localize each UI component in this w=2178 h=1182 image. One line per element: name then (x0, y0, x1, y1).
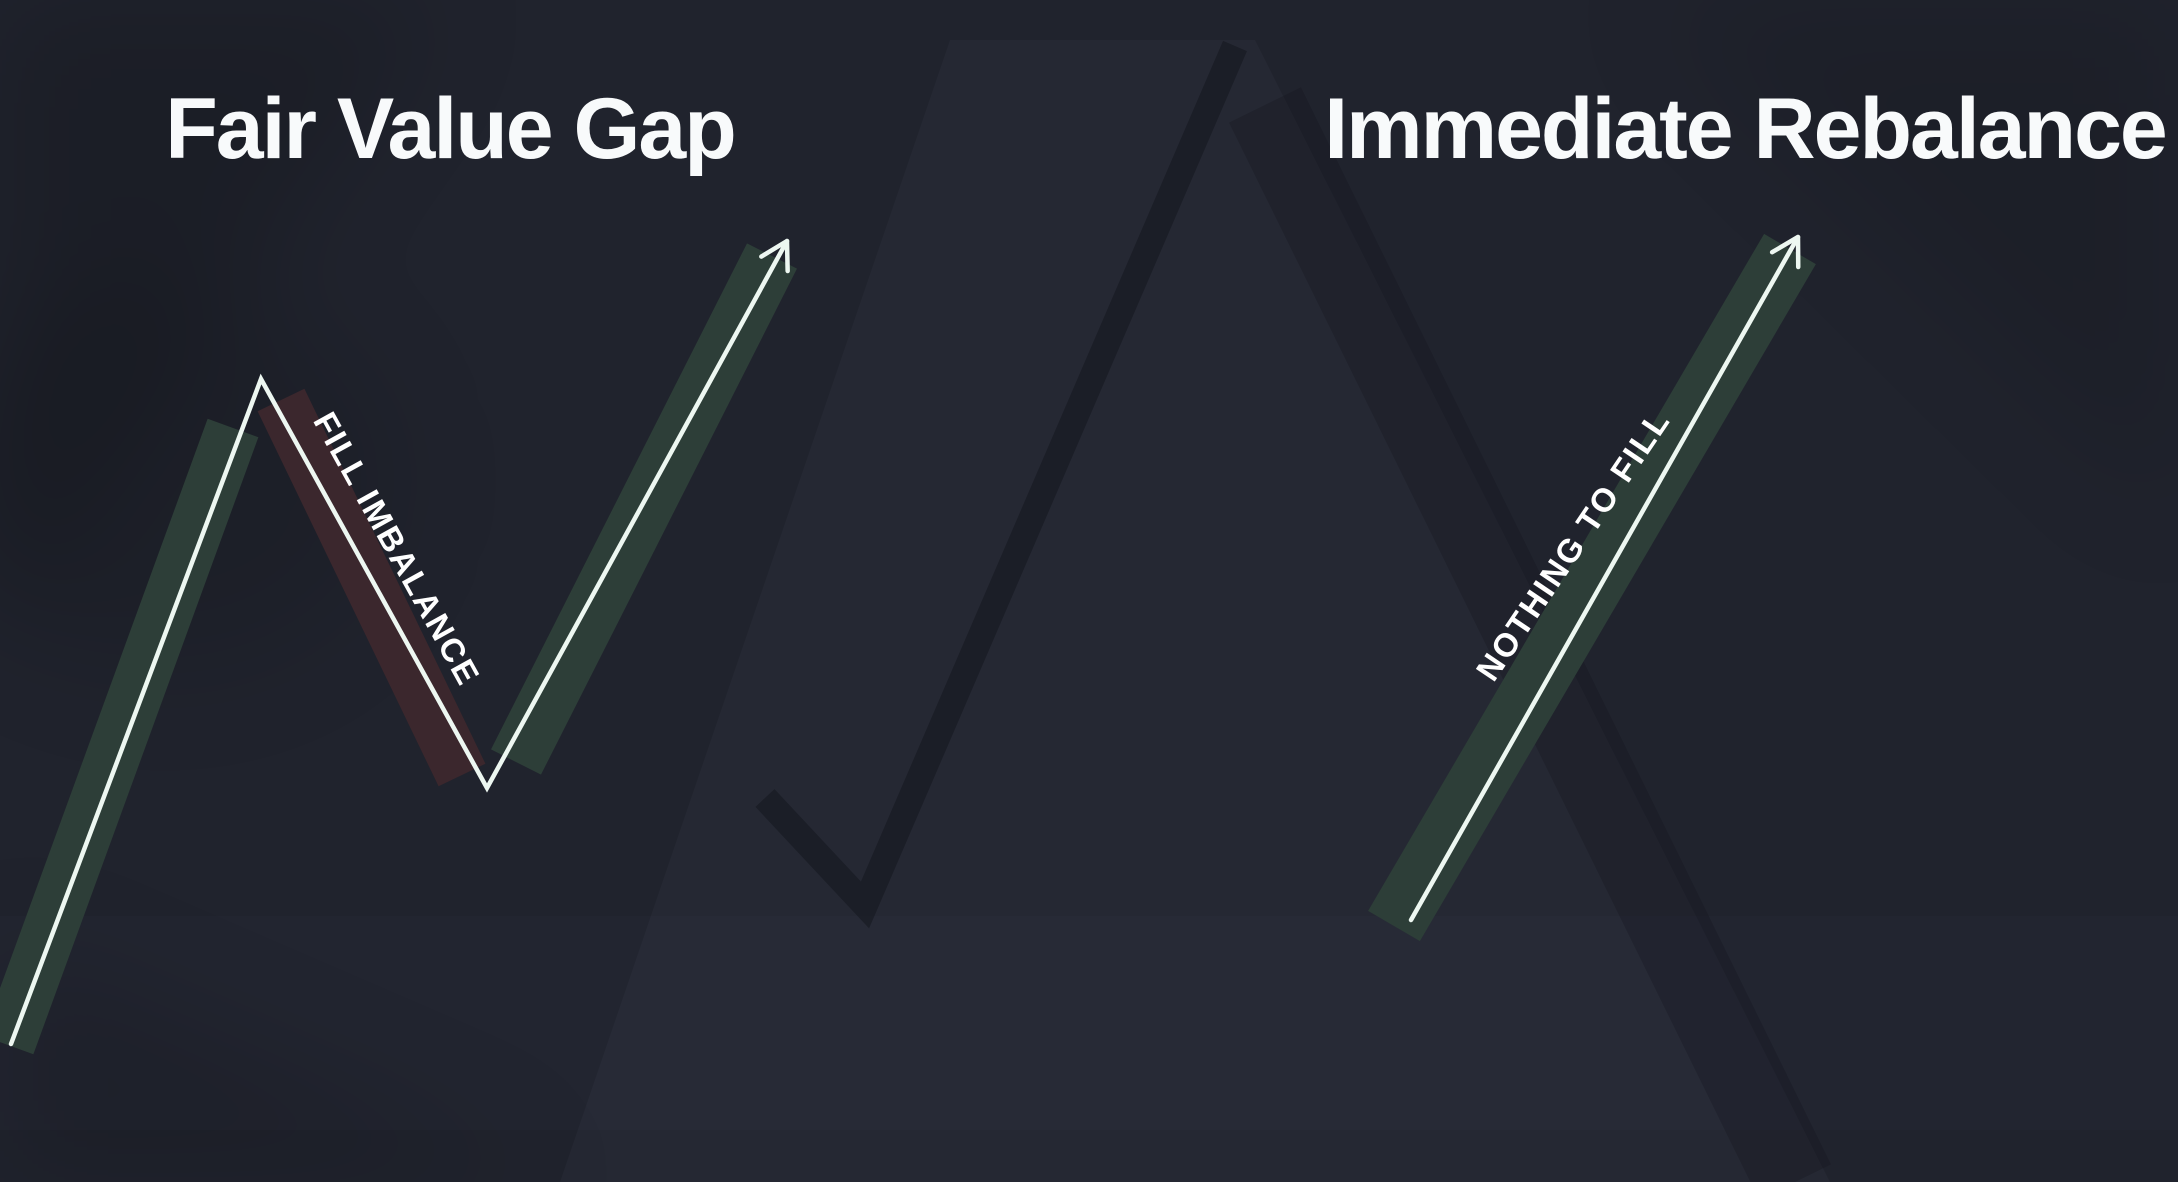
bearish-retrace-bar (257, 388, 486, 787)
bullish-rebalance-bar (1368, 233, 1816, 942)
bullish-continuation-bar (491, 243, 797, 775)
bullish-leg-bar (0, 418, 259, 1055)
price-path-right (1408, 234, 1801, 923)
left-panel-title: Fair Value Gap (165, 81, 734, 177)
price-path-left (8, 238, 790, 1047)
fair-value-gap-figure: FILL IMBALANCE (0, 238, 797, 1055)
watermark-left-stroke (755, 40, 1247, 929)
right-panel-title: Immediate Rebalance (1324, 81, 2165, 177)
